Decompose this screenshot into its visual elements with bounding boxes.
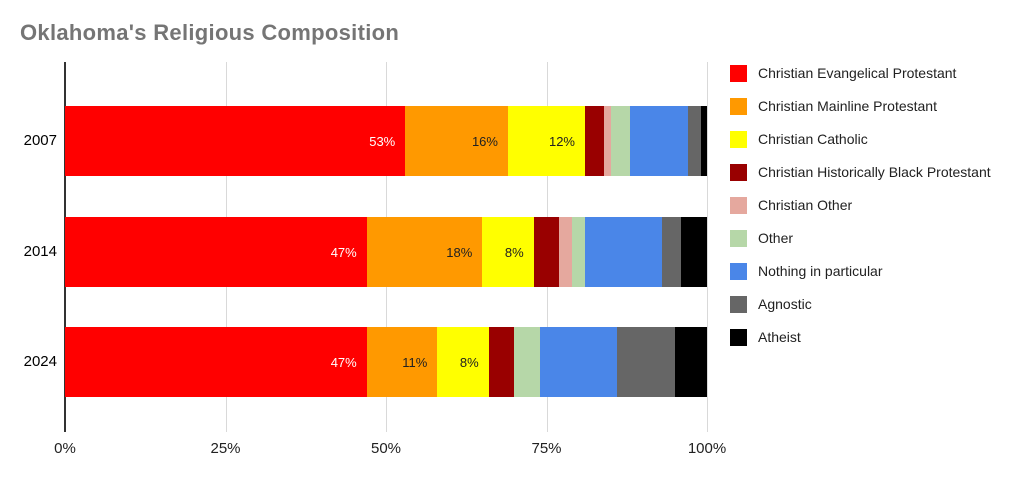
- segment-value-label: 8%: [459, 354, 479, 370]
- bar-segment: [604, 106, 611, 176]
- x-tick-label: 75%: [531, 440, 562, 457]
- legend-label: Atheist: [758, 329, 801, 345]
- bar-segment: [559, 217, 573, 287]
- bar-segment: [610, 106, 630, 176]
- bar-row: 47% 11% 8%: [65, 327, 707, 397]
- legend-label: Nothing in particular: [758, 263, 883, 279]
- legend-swatch: [730, 130, 747, 148]
- bar-segment: [488, 327, 515, 397]
- bar-segment: 8%: [482, 217, 534, 287]
- legend-label: Christian Historically Black Protestant: [758, 164, 991, 180]
- bar-segment: 11%: [366, 327, 438, 397]
- legend-item: Christian Catholic: [730, 130, 1008, 149]
- gridline: [707, 62, 708, 432]
- legend-swatch: [730, 229, 747, 247]
- segment-value-label: 16%: [471, 133, 498, 149]
- legend-swatch: [730, 163, 747, 181]
- legend-label: Christian Catholic: [758, 131, 868, 147]
- legend-item: Christian Historically Black Protestant: [730, 163, 1008, 182]
- bar-row: 53% 16% 12%: [65, 106, 707, 176]
- legend-swatch: [730, 97, 747, 115]
- plot-area: 0% 25% 50% 75% 100% 53% 16% 12% 2007 47% 18% 8% 2014…: [24, 62, 726, 457]
- segment-value-label: 18%: [446, 244, 473, 260]
- legend-item: Other: [730, 229, 1008, 248]
- legend-item: Christian Mainline Protestant: [730, 97, 1008, 116]
- bar-segment: 47%: [65, 327, 367, 397]
- x-tick-label: 0%: [54, 440, 76, 457]
- bar-segment: [533, 217, 560, 287]
- bar-segment: [585, 106, 605, 176]
- bar-segment: [572, 217, 585, 287]
- bar-segment: [514, 327, 541, 397]
- x-tick-label: 100%: [687, 440, 727, 457]
- bar-segment: [687, 106, 701, 176]
- bar-segment: 53%: [65, 106, 406, 176]
- bar-segment: 8%: [437, 327, 489, 397]
- category-label: 2024: [23, 353, 57, 370]
- bar-segment: [681, 217, 707, 287]
- legend-item: Atheist: [730, 328, 1008, 347]
- bar-segment: [617, 327, 675, 397]
- legend-item: Christian Other: [730, 196, 1008, 215]
- segment-value-label: 11%: [402, 354, 428, 370]
- segment-value-label: 53%: [369, 133, 396, 149]
- bar-segment: 16%: [405, 106, 508, 176]
- segment-value-label: 47%: [330, 244, 357, 260]
- legend-label: Agnostic: [758, 296, 812, 312]
- bar-segment: [629, 106, 688, 176]
- legend-label: Christian Evangelical Protestant: [758, 65, 957, 81]
- bar-segment: 12%: [507, 106, 585, 176]
- category-label: 2007: [23, 132, 57, 149]
- segment-value-label: 47%: [330, 354, 357, 370]
- legend-item: Agnostic: [730, 295, 1008, 314]
- legend-swatch: [730, 64, 747, 82]
- legend-label: Other: [758, 230, 794, 246]
- segment-value-label: 8%: [504, 244, 524, 260]
- legend-item: Christian Evangelical Protestant: [730, 64, 1008, 83]
- legend: Christian Evangelical Protestant Christia…: [730, 64, 1008, 347]
- bar-segment: [540, 327, 618, 397]
- legend-item: Nothing in particular: [730, 262, 1008, 281]
- category-label: 2014: [23, 243, 57, 260]
- bar-segment: [674, 327, 707, 397]
- bar-segment: [700, 106, 707, 176]
- chart-title: Oklahoma's Religious Composition: [20, 20, 400, 45]
- legend-label: Christian Other: [758, 197, 853, 213]
- bar-segment: [662, 217, 682, 287]
- legend-swatch: [730, 196, 747, 214]
- x-tick-label: 25%: [210, 440, 241, 457]
- legend-swatch: [730, 262, 747, 280]
- legend-swatch: [730, 328, 747, 346]
- bar-segment: 18%: [366, 217, 483, 287]
- bar-row: 47% 18% 8%: [65, 217, 707, 287]
- legend-swatch: [730, 295, 747, 313]
- x-tick-label: 50%: [370, 440, 402, 457]
- legend-label: Christian Mainline Protestant: [758, 98, 937, 114]
- segment-value-label: 12%: [548, 133, 575, 149]
- bar-segment: [584, 217, 662, 287]
- bar-segment: 47%: [65, 217, 367, 287]
